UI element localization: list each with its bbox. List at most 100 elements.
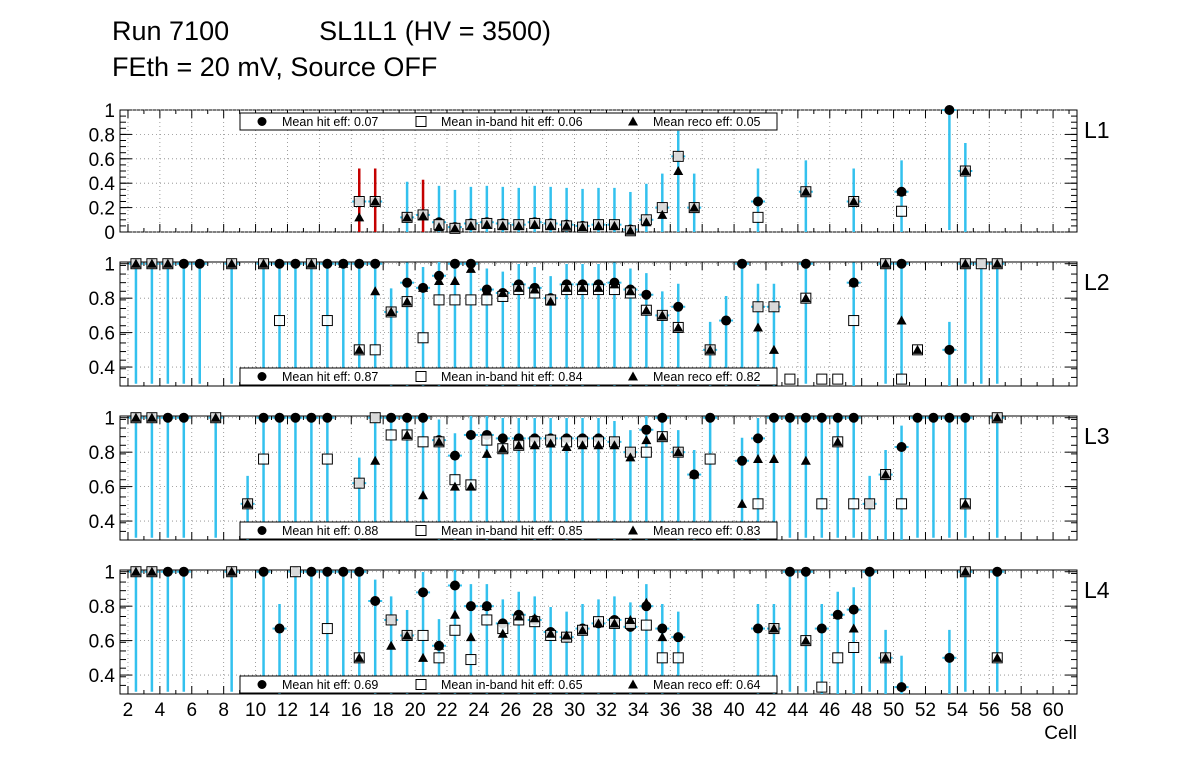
mean-reco-eff-point	[880, 652, 891, 662]
mean-reco-eff-point	[434, 275, 444, 285]
legend-hit-icon	[257, 372, 267, 381]
mean-reco-eff-point	[370, 196, 381, 206]
mean-inband-hit-eff-point	[353, 196, 365, 207]
mean-reco-eff-point	[449, 481, 460, 491]
x-tick-label: 42	[755, 700, 776, 721]
mean-reco-eff-point	[162, 258, 173, 268]
mean-hit-eff-point	[816, 623, 827, 634]
y-tick-label: 1	[104, 255, 115, 276]
mean-hit-eff-point	[737, 258, 748, 269]
mean-inband-hit-eff-point	[848, 315, 860, 327]
mean-inband-hit-eff-point	[274, 315, 285, 327]
x-tick-label: 8	[218, 700, 229, 721]
mean-reco-eff-point	[960, 566, 971, 576]
mean-hit-eff-point	[641, 424, 652, 435]
mean-reco-eff-point	[657, 209, 668, 219]
mean-hit-eff-point	[944, 412, 955, 423]
mean-hit-eff-point	[753, 433, 763, 444]
mean-reco-eff-point	[130, 412, 141, 422]
mean-inband-hit-eff-point	[784, 373, 796, 385]
mean-reco-eff-point	[465, 263, 476, 273]
mean-reco-eff-point	[545, 220, 556, 230]
mean-hit-eff-point	[912, 412, 923, 423]
mean-reco-eff-point	[402, 296, 413, 306]
mean-reco-eff-point	[992, 258, 1003, 268]
x-tick-label: 58	[1011, 700, 1032, 721]
legend-entry: Mean in-band hit eff: 0.85	[441, 524, 583, 538]
mean-reco-eff-point	[386, 306, 397, 316]
y-tick-label: 0.4	[89, 174, 116, 195]
mean-inband-hit-eff-point	[433, 652, 445, 664]
mean-reco-eff-point	[481, 448, 492, 458]
mean-inband-hit-eff-point	[417, 332, 429, 344]
mean-reco-eff-point	[768, 623, 779, 633]
mean-reco-eff-point	[641, 305, 652, 315]
y-tick-label: 0.6	[89, 632, 115, 653]
mean-reco-eff-point	[912, 344, 923, 354]
panel-L3: 0.4 0.6 0.8 1 L3 Mean hit eff: 0.88 Mean in-ba…	[89, 409, 1110, 541]
mean-reco-eff-point	[481, 219, 492, 229]
mean-inband-hit-eff-point	[752, 498, 764, 510]
mean-hit-eff-point	[768, 412, 779, 423]
mean-hit-eff-point	[354, 566, 365, 577]
mean-inband-hit-eff-point	[481, 294, 493, 306]
mean-hit-eff-point	[657, 623, 668, 634]
mean-reco-eff-point	[418, 652, 429, 662]
mean-hit-eff-point	[832, 412, 843, 423]
mean-inband-hit-eff-point	[848, 498, 860, 510]
mean-hit-eff-point	[178, 412, 189, 423]
legend-entry: Mean reco eff: 0.83	[653, 524, 761, 538]
mean-hit-eff-point	[784, 566, 795, 577]
mean-hit-eff-point	[290, 412, 301, 423]
mean-reco-eff-point	[960, 498, 971, 508]
mean-reco-eff-point	[593, 618, 604, 628]
mean-reco-eff-point	[832, 436, 843, 446]
mean-reco-eff-point	[753, 322, 763, 332]
x-tick-label: 20	[405, 700, 426, 721]
mean-inband-hit-eff-point	[449, 624, 461, 636]
mean-reco-eff-point	[960, 166, 971, 175]
mean-reco-eff-point	[768, 454, 779, 464]
x-tick-label: 54	[947, 700, 969, 721]
legend-box	[239, 521, 778, 540]
mean-inband-hit-eff-point	[752, 301, 764, 313]
mean-reco-eff-point	[593, 282, 604, 292]
mean-hit-eff-point	[274, 258, 285, 269]
mean-inband-hit-eff-point	[640, 446, 652, 458]
mean-reco-eff-point	[449, 275, 460, 285]
mean-hit-eff-point	[306, 412, 317, 423]
legend-reco-icon	[628, 679, 638, 689]
mean-reco-eff-point	[609, 279, 620, 289]
panel-L1: 0 0.2 0.4 0.6 0.8 1 L1 Mean hit eff: 0.07 Mean i…	[89, 101, 1110, 244]
x-tick-label: 30	[564, 700, 585, 721]
mean-reco-eff-point	[370, 286, 381, 296]
mean-hit-eff-point	[465, 429, 476, 440]
mean-reco-eff-point	[545, 628, 556, 638]
mean-reco-eff-point	[593, 440, 604, 450]
mean-hit-eff-point	[370, 258, 381, 269]
mean-inband-hit-eff-point	[896, 373, 908, 385]
mean-hit-eff-point	[402, 277, 413, 288]
mean-inband-hit-eff-point	[752, 211, 764, 223]
mean-reco-eff-point	[497, 443, 508, 453]
mean-hit-eff-point	[721, 315, 732, 326]
y-tick-label: 0.2	[89, 199, 115, 220]
legend-reco-icon	[628, 371, 638, 381]
mean-inband-hit-eff-point	[258, 453, 270, 465]
panel-label-L1: L1	[1084, 117, 1110, 143]
mean-hit-eff-point	[944, 652, 955, 663]
mean-hit-eff-point	[960, 412, 971, 423]
y-tick-label: 0.4	[89, 358, 116, 379]
mean-reco-eff-point	[673, 447, 684, 457]
panel-label-L4: L4	[1084, 577, 1110, 603]
mean-reco-eff-point	[880, 258, 891, 268]
mean-reco-eff-point	[242, 498, 253, 508]
mean-inband-hit-eff-point	[816, 681, 828, 693]
mean-reco-eff-point	[625, 225, 636, 235]
mean-reco-eff-point	[832, 609, 843, 619]
mean-inband-hit-eff-point	[385, 429, 397, 441]
mean-reco-eff-point	[130, 566, 141, 576]
mean-reco-eff-point	[306, 258, 317, 268]
legend-hit-icon	[257, 117, 267, 126]
